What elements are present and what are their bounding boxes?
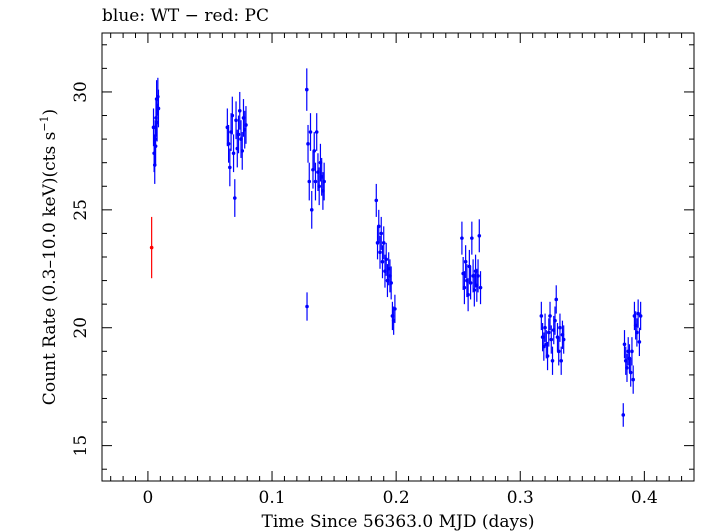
x-tick-label: 0.1 xyxy=(259,488,286,508)
data-point xyxy=(460,236,464,240)
data-point xyxy=(226,142,231,146)
data-point xyxy=(309,208,314,212)
data-point xyxy=(476,274,480,278)
data-point xyxy=(313,179,318,184)
data-point xyxy=(237,109,242,113)
data-point xyxy=(376,224,381,229)
y-axis-label-close: ) xyxy=(40,109,60,116)
y-tick-label: 15 xyxy=(71,435,91,457)
data-point xyxy=(556,349,561,354)
data-point xyxy=(630,349,634,354)
data-point xyxy=(379,231,384,236)
data-point xyxy=(622,342,627,347)
x-tick-label: 0 xyxy=(143,488,154,508)
data-point xyxy=(543,325,547,330)
data-point xyxy=(548,314,552,318)
data-point xyxy=(151,125,156,130)
data-point xyxy=(384,257,389,262)
data-point xyxy=(307,179,312,184)
data-point xyxy=(304,87,309,92)
data-point xyxy=(156,94,160,99)
data-point xyxy=(378,250,382,255)
x-tick-label: 0.3 xyxy=(507,488,534,508)
data-point xyxy=(628,370,633,375)
data-point xyxy=(305,304,309,309)
data-point xyxy=(322,179,326,184)
data-point xyxy=(542,344,546,349)
y-axis-label-main: Count Rate (0.3–10.0 keV)(cts s xyxy=(40,132,60,406)
x-tick-label: 0.2 xyxy=(383,488,410,508)
data-point xyxy=(550,358,555,363)
data-point xyxy=(381,241,386,245)
data-point xyxy=(635,330,639,335)
data-point xyxy=(545,354,550,358)
y-tick-label: 30 xyxy=(71,81,91,103)
y-axis-label: Count Rate (0.3–10.0 keV)(cts s−1) xyxy=(38,109,60,405)
data-point xyxy=(559,358,564,363)
data-point xyxy=(149,245,154,250)
x-axis-label: Time Since 56363.0 MJD (days) xyxy=(262,512,535,532)
data-point xyxy=(468,281,473,285)
data-point xyxy=(231,151,236,156)
y-axis-label-exponent: −1 xyxy=(38,115,51,131)
data-point xyxy=(462,285,467,290)
data-point xyxy=(228,165,232,170)
data-point xyxy=(232,196,237,200)
axis-ticks xyxy=(102,33,695,481)
data-point xyxy=(317,184,321,189)
data-point xyxy=(466,292,470,297)
plot-frame xyxy=(101,32,695,482)
data-point xyxy=(236,132,241,137)
data-point xyxy=(636,311,640,316)
data-point xyxy=(625,366,629,370)
y-tick-label: 25 xyxy=(71,199,91,221)
data-point xyxy=(546,330,551,335)
data-points xyxy=(149,68,643,427)
data-point xyxy=(470,236,474,240)
y-tick-labels: 15 20 25 30 xyxy=(71,81,91,456)
data-point xyxy=(306,142,310,146)
data-point xyxy=(561,337,566,342)
data-point xyxy=(539,314,544,318)
data-point xyxy=(389,281,393,285)
y-tick-label: 20 xyxy=(71,317,91,339)
data-point xyxy=(463,259,468,264)
data-point xyxy=(393,307,397,311)
data-point xyxy=(638,314,643,318)
x-tick-label: 0.4 xyxy=(631,488,658,508)
data-point xyxy=(312,149,317,153)
data-point xyxy=(637,340,642,344)
data-point xyxy=(240,149,245,153)
data-point xyxy=(554,297,559,302)
data-point xyxy=(230,113,235,118)
data-point xyxy=(244,123,248,127)
data-point xyxy=(621,413,626,417)
data-point xyxy=(153,144,158,148)
data-point xyxy=(314,130,319,134)
data-point xyxy=(234,118,238,123)
data-point xyxy=(478,285,483,290)
data-point xyxy=(308,130,313,134)
data-point xyxy=(558,325,562,330)
data-point xyxy=(472,288,477,292)
data-point xyxy=(477,233,482,238)
x-tick-labels: 0 0.1 0.2 0.3 0.4 xyxy=(143,488,658,508)
chart-title: blue: WT − red: PC xyxy=(102,6,269,26)
data-point xyxy=(553,318,557,323)
data-point xyxy=(156,106,161,111)
data-point xyxy=(374,198,379,203)
data-point xyxy=(380,259,385,264)
data-point xyxy=(549,337,554,342)
data-point xyxy=(631,377,635,382)
